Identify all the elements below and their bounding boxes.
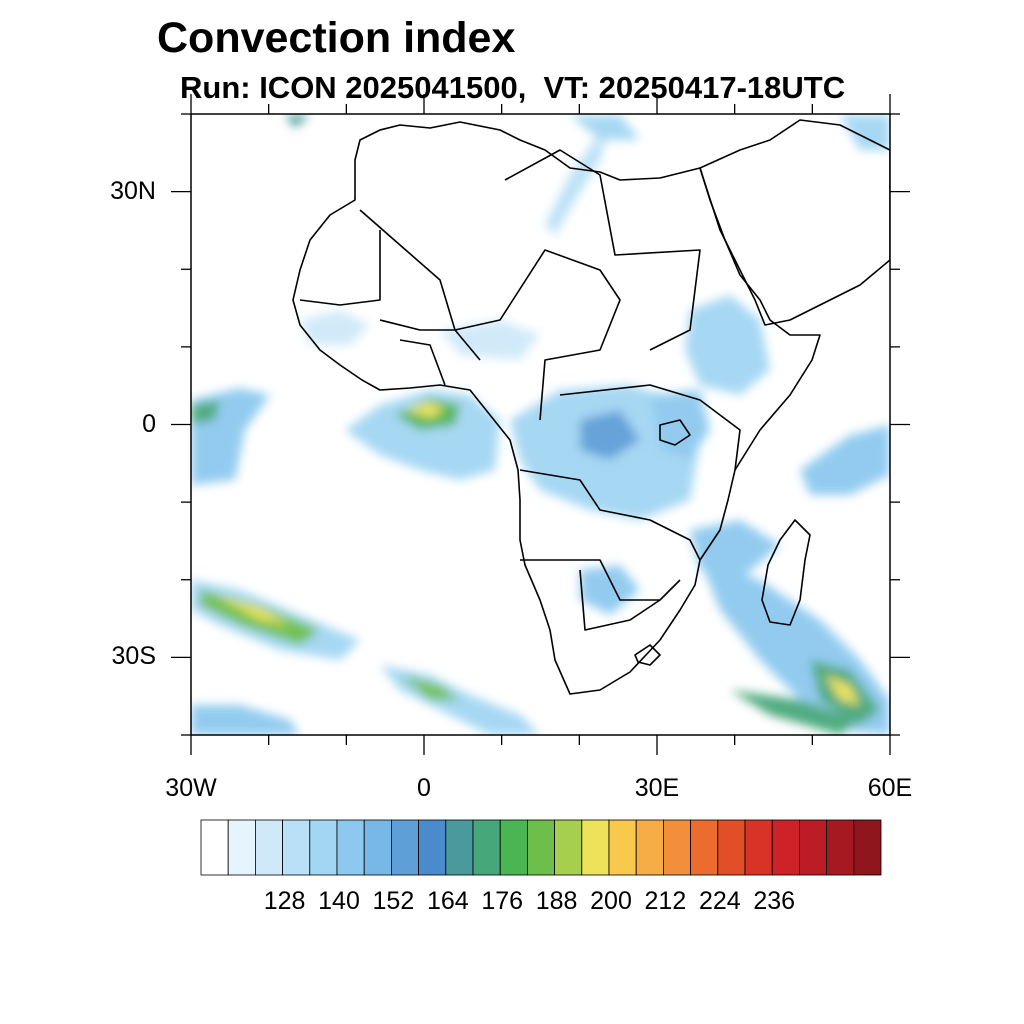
- colorbar-swatch: [390, 819, 419, 876]
- streak-nw: [285, 115, 310, 128]
- cluster-sahel: [440, 320, 540, 360]
- band-south-atlantic-1-peak: [215, 595, 290, 625]
- colorbar-swatch: [826, 819, 855, 876]
- border-4: [520, 559, 681, 601]
- colorbar-swatch: [853, 819, 882, 876]
- colorbar-swatch: [499, 819, 528, 876]
- border-9: [399, 339, 446, 386]
- colorbar-label: 140: [318, 887, 360, 915]
- cluster-guinea: [345, 390, 500, 480]
- colorbar-swatch: [581, 819, 610, 876]
- cluster-guinea-peak: [405, 402, 445, 418]
- colorbar-label: 176: [481, 887, 524, 915]
- chart-subtitle: Run: ICON 2025041500, VT: 20250417-18UTC: [180, 70, 846, 105]
- colorbar-swatch: [635, 819, 664, 876]
- arabia-coast: [699, 119, 890, 326]
- lake-victoria: [659, 419, 691, 446]
- band-south-atlantic-2-core: [400, 675, 460, 700]
- border-5: [579, 569, 661, 631]
- border-1: [359, 209, 621, 421]
- colorbar-swatch: [254, 819, 283, 876]
- streak-arabia: [840, 115, 890, 150]
- border-2: [504, 149, 701, 351]
- colorbar-swatch: [200, 819, 229, 876]
- lon-label: 30W: [165, 774, 217, 802]
- madagascar: [761, 519, 811, 626]
- colorbar-label: 200: [590, 887, 632, 915]
- chart-title: Convection index: [157, 14, 516, 62]
- colorbar-swatch: [744, 819, 773, 876]
- lesotho: [634, 644, 661, 666]
- cluster-angola: [580, 565, 640, 615]
- cluster-congo-core: [580, 410, 640, 460]
- colorbar-swatch: [799, 819, 828, 876]
- border-8: [299, 230, 381, 306]
- colorbar: [200, 819, 882, 876]
- colorbar-swatch: [418, 819, 447, 876]
- lon-label: 60E: [867, 774, 913, 802]
- cluster-sahel-west: [300, 310, 370, 345]
- colorbar-swatch: [717, 819, 746, 876]
- lat-label: 0: [142, 409, 156, 438]
- band-madagascar-peak: [825, 675, 860, 705]
- band-sw-corner: [191, 705, 300, 735]
- colorbar-swatch: [227, 819, 256, 876]
- band-se-atlantic-1: [730, 690, 860, 735]
- lon-label: 0: [417, 774, 431, 802]
- colorbar-label: 188: [535, 887, 578, 915]
- border-7: [379, 319, 481, 361]
- colorbar-swatch: [472, 819, 501, 876]
- colorbar-swatch: [336, 819, 365, 876]
- cluster-indian-ocean: [800, 425, 890, 495]
- cluster-west-atlantic-core: [191, 400, 220, 425]
- streak-sahara: [545, 120, 610, 235]
- colorbar-swatch: [363, 819, 392, 876]
- axis-ticks: [171, 94, 910, 755]
- lat-label: 30S: [111, 642, 156, 671]
- colorbar-label: 152: [372, 887, 415, 915]
- colorbar-swatch: [690, 819, 719, 876]
- colorbar-swatch: [554, 819, 583, 876]
- colorbar-label: 236: [753, 887, 796, 915]
- lat-label: 30N: [110, 176, 156, 205]
- colorbar-swatch: [309, 819, 338, 876]
- colorbar-swatch: [608, 819, 637, 876]
- colorbar-label: 128: [263, 887, 306, 915]
- colorbar-swatch: [282, 819, 311, 876]
- cluster-west-atlantic: [191, 388, 270, 485]
- africa-coastline: [292, 121, 821, 695]
- colorbar-label: 212: [644, 887, 687, 915]
- convection-field: [191, 115, 890, 735]
- cluster-ethiopia: [685, 295, 770, 395]
- colorbar-label: 164: [426, 887, 469, 915]
- colorbar-swatch: [445, 819, 474, 876]
- coastlines: [292, 119, 890, 695]
- colorbar-swatch: [771, 819, 800, 876]
- border-3: [519, 469, 701, 561]
- colorbar-swatch: [527, 819, 556, 876]
- lon-label: 30E: [634, 774, 680, 802]
- colorbar-swatch: [663, 819, 692, 876]
- colorbar-label: 224: [698, 887, 741, 915]
- border-6: [559, 384, 741, 471]
- streak-med: [570, 115, 640, 140]
